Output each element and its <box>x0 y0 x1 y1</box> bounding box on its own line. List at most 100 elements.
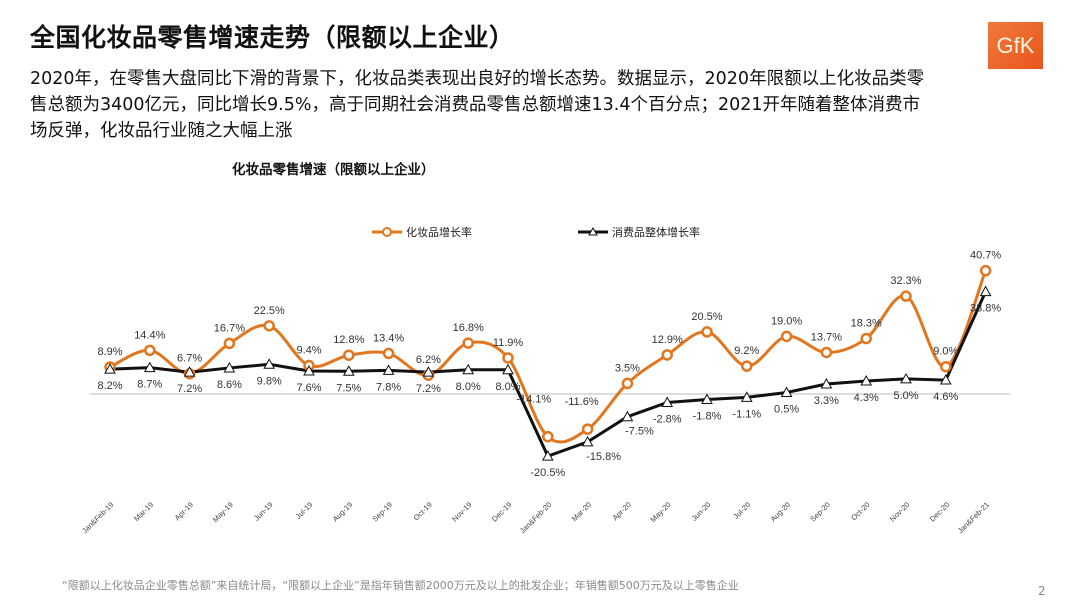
data-label: 9.2% <box>734 345 759 357</box>
data-point-cosmetics <box>382 347 395 360</box>
data-point-total <box>342 365 355 376</box>
description: 2020年，在零售大盘同比下滑的背景下，化妆品类表现出良好的增长态势。数据显示，… <box>30 69 925 141</box>
data-label: -7.5% <box>625 426 654 438</box>
data-label: 18.3% <box>851 318 882 330</box>
data-label: -14.1% <box>516 394 551 406</box>
legend: 化妆品增长率 消费品整体增长率 <box>372 225 700 239</box>
data-label: 3.3% <box>814 395 839 407</box>
data-point-total <box>740 391 753 402</box>
data-point-total <box>939 374 952 385</box>
data-label: 4.6% <box>933 391 958 403</box>
series-line-0 <box>109 270 987 444</box>
page-number: 2 <box>1038 584 1046 598</box>
x-tick-label: Mar-19 <box>132 500 155 523</box>
x-tick-label: Jun-20 <box>690 500 713 523</box>
data-label: 12.8% <box>333 334 364 346</box>
data-label: 8.2% <box>97 380 122 392</box>
data-label: 19.0% <box>771 315 802 327</box>
data-point-cosmetics <box>780 330 793 343</box>
data-point-total <box>581 435 594 447</box>
data-point-total <box>104 363 116 374</box>
x-tick-label: Aug-19 <box>331 500 354 523</box>
data-point-cosmetics <box>581 423 594 435</box>
data-label: 8.9% <box>97 346 122 358</box>
data-label: 8.0% <box>456 381 481 393</box>
data-point-cosmetics <box>263 320 275 332</box>
data-point-cosmetics <box>940 360 952 373</box>
x-tick-label: Dec-19 <box>490 500 513 523</box>
data-label: 12.9% <box>652 334 683 346</box>
data-label: 33.8% <box>970 303 1001 315</box>
data-point-cosmetics <box>661 349 673 361</box>
x-tick-label: Jul-19 <box>294 500 315 521</box>
x-tick-label: Nov-20 <box>888 500 911 523</box>
data-point-total <box>462 363 475 375</box>
data-label: -2.8% <box>653 413 682 425</box>
data-point-cosmetics <box>900 290 912 302</box>
data-point-cosmetics <box>741 360 753 372</box>
data-label: 7.2% <box>416 383 441 395</box>
data-label: 13.7% <box>811 331 842 343</box>
data-label: 0.5% <box>774 403 799 415</box>
legend-marker-total <box>588 226 598 236</box>
data-point-total <box>661 396 674 407</box>
page-title: 全国化妆品零售增速走势（限额以上企业） <box>30 23 515 52</box>
data-point-cosmetics <box>820 346 833 359</box>
data-point-total <box>143 361 156 373</box>
data-label: 7.2% <box>177 383 202 395</box>
x-tick-label: Jun-19 <box>252 500 275 523</box>
data-point-cosmetics <box>502 352 514 364</box>
data-point-total <box>183 366 196 377</box>
data-label: 5.0% <box>893 390 918 402</box>
legend-marker-cosmetics <box>382 227 392 237</box>
data-label: 3.5% <box>615 362 640 374</box>
data-label: -1.1% <box>732 408 761 420</box>
data-label: 16.8% <box>453 322 484 334</box>
data-point-total <box>303 364 315 376</box>
x-tick-label: Apr-19 <box>173 500 195 522</box>
data-point-total <box>422 366 435 377</box>
legend-label-total: 消费品整体增长率 <box>612 225 700 239</box>
data-label: 32.3% <box>890 275 921 287</box>
x-tick-label: Aug-20 <box>769 500 792 523</box>
data-point-total <box>900 372 912 384</box>
data-point-total <box>979 285 992 297</box>
chart-title: 化妆品零售增速（限额以上企业） <box>232 162 435 178</box>
data-point-total <box>541 450 554 461</box>
x-tick-label: Jan&Feb-20 <box>518 500 553 535</box>
data-label: 6.2% <box>416 354 441 366</box>
x-tick-label: Oct-19 <box>412 500 434 522</box>
data-point-cosmetics <box>621 377 634 390</box>
x-tick-label: Dec-20 <box>928 500 951 523</box>
x-tick-label: Sep-19 <box>371 500 394 523</box>
data-label: 6.7% <box>177 353 202 365</box>
data-label: 7.5% <box>336 382 361 394</box>
data-label: 9.4% <box>296 345 321 357</box>
data-label: 14.4% <box>134 329 165 341</box>
data-label: 9.8% <box>257 375 282 387</box>
data-label: 8.7% <box>137 379 162 391</box>
x-tick-label: Apr-20 <box>611 500 633 522</box>
data-label: 20.5% <box>691 311 722 323</box>
data-point-cosmetics <box>144 344 156 357</box>
data-point-cosmetics <box>701 326 713 338</box>
legend-label-cosmetics: 化妆品增长率 <box>406 225 472 239</box>
data-point-total <box>502 363 514 375</box>
data-point-total <box>860 374 873 386</box>
footnote: “限额以上化妆品企业零售总额”来自统计局，“限额以上企业”是指年销售额2000万… <box>62 579 739 592</box>
data-point-total <box>223 361 236 373</box>
x-tick-label: Nov-19 <box>450 500 473 523</box>
data-label: 7.6% <box>296 382 321 394</box>
data-label: -1.8% <box>693 410 722 422</box>
data-point-total <box>820 377 833 389</box>
data-point-total <box>701 393 713 404</box>
data-point-cosmetics <box>860 332 872 345</box>
data-point-cosmetics <box>223 337 236 350</box>
x-tick-label: Mar-20 <box>570 500 593 523</box>
data-point-total <box>780 386 793 397</box>
data-label: 13.4% <box>373 332 404 344</box>
data-point-cosmetics <box>542 430 554 443</box>
data-point-total <box>621 410 634 422</box>
